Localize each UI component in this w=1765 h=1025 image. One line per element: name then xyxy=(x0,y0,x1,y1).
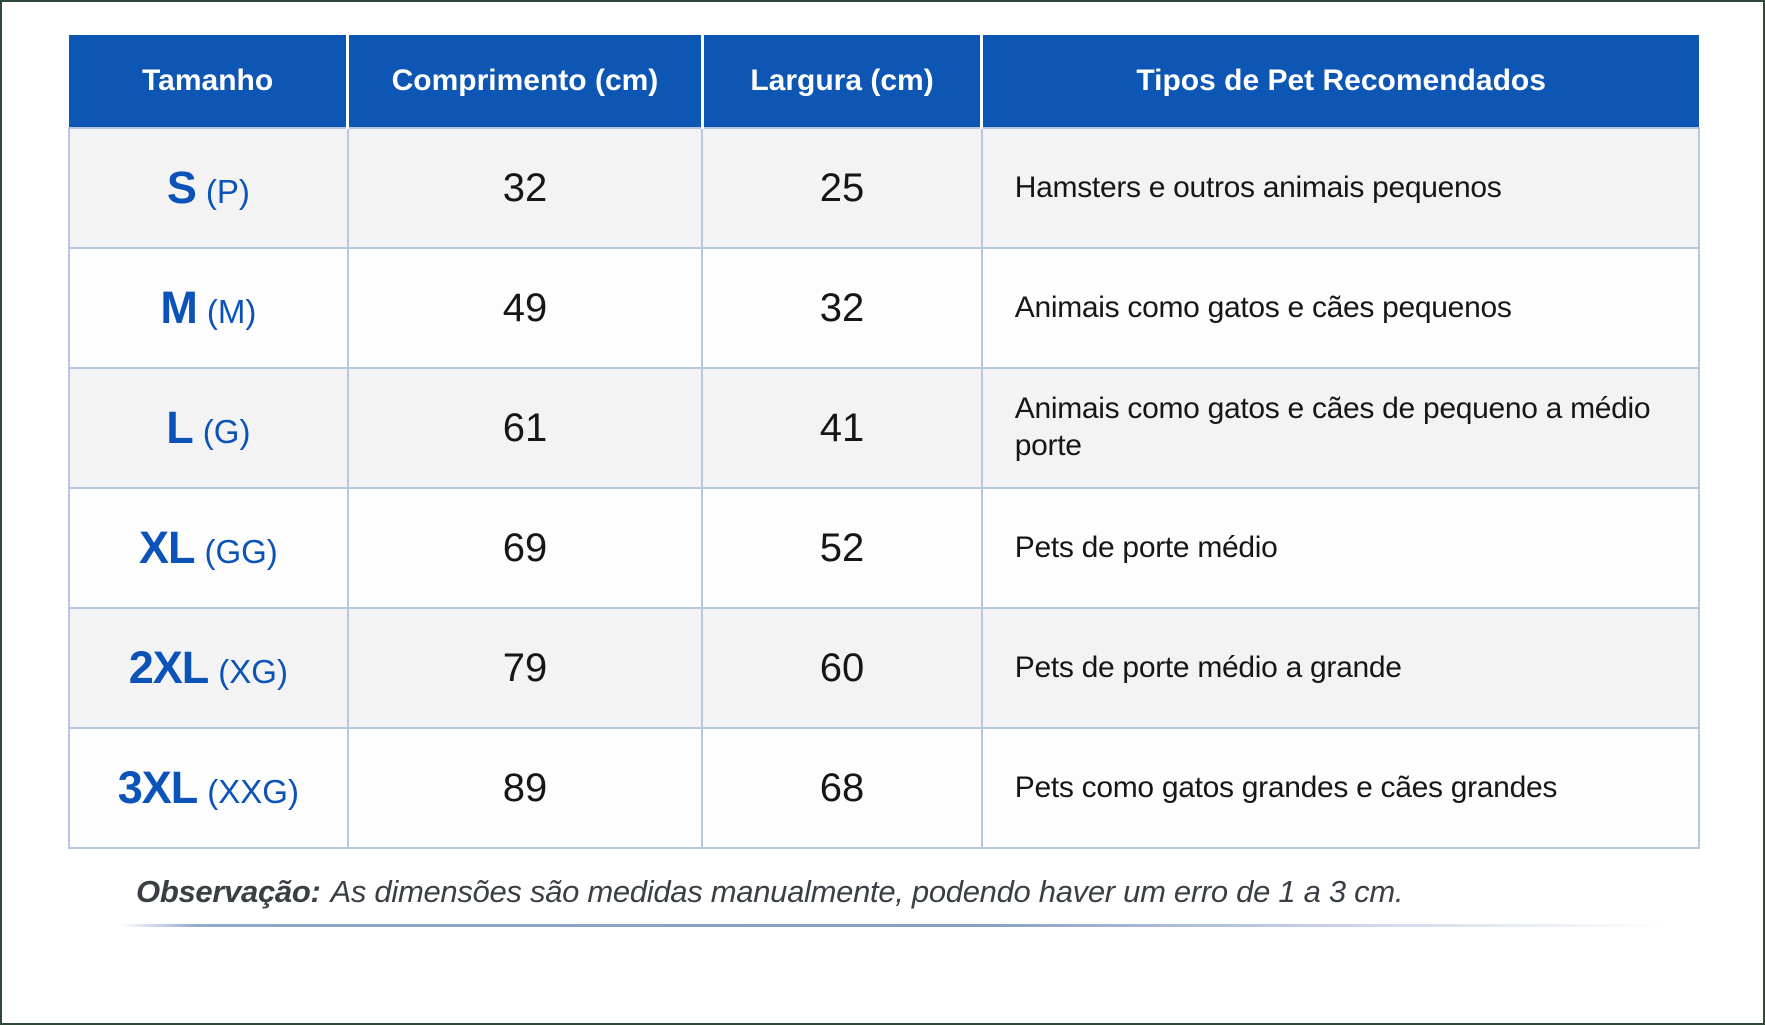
column-header-largura: Largura (cm) xyxy=(700,35,982,128)
size-label: M xyxy=(160,282,197,333)
note-text: As dimensões são medidas manualmente, po… xyxy=(330,874,1404,909)
size-local-label: (M) xyxy=(206,293,257,330)
column-header-comprimento: Comprimento (cm) xyxy=(346,35,703,128)
table-row: 2XL (XG) 79 60 Pets de porte médio a gran… xyxy=(68,607,1701,729)
table-row: XL (GG) 69 52 Pets de porte médio xyxy=(68,487,1701,609)
size-cell: S (P) xyxy=(68,127,349,249)
size-local-label: (G) xyxy=(202,413,251,450)
size-label: S xyxy=(166,162,197,213)
pets-cell: Animais como gatos e cães de pequeno a m… xyxy=(980,367,1701,489)
size-local-label: (XXG) xyxy=(207,773,299,810)
pets-cell: Animais como gatos e cães pequenos xyxy=(980,247,1701,369)
length-cell: 49 xyxy=(346,247,704,369)
pets-cell: Hamsters e outros animais pequenos xyxy=(980,127,1701,249)
width-cell: 32 xyxy=(701,247,983,369)
size-label: XL xyxy=(138,522,196,573)
size-label: L xyxy=(166,402,193,453)
width-cell: 60 xyxy=(701,607,983,729)
length-cell: 69 xyxy=(346,487,704,609)
pets-cell: Pets de porte médio xyxy=(980,487,1701,609)
size-cell: L (G) xyxy=(68,367,349,489)
table-row: M (M) 49 32 Animais como gatos e cães peq… xyxy=(68,247,1701,369)
length-cell: 79 xyxy=(346,607,704,729)
size-cell: M (M) xyxy=(68,247,349,369)
table-row: L (G) 61 41 Animais como gatos e cães de … xyxy=(68,367,1701,489)
size-local-label: (GG) xyxy=(204,533,278,570)
table-row: 3XL (XXG) 89 68 Pets como gatos grandes e… xyxy=(68,727,1701,849)
width-cell: 41 xyxy=(701,367,983,489)
length-cell: 89 xyxy=(346,727,704,849)
size-cell: 3XL (XXG) xyxy=(68,727,349,849)
table-row: S (P) 32 25 Hamsters e outros animais peq… xyxy=(68,127,1701,249)
size-cell: XL (GG) xyxy=(68,487,349,609)
note-label: Observação: xyxy=(136,874,321,909)
pets-cell: Pets como gatos grandes e cães grandes xyxy=(980,727,1701,849)
size-label: 3XL xyxy=(117,762,199,813)
width-cell: 25 xyxy=(701,127,983,249)
pets-cell: Pets de porte médio a grande xyxy=(980,607,1701,729)
length-cell: 32 xyxy=(346,127,704,249)
size-label: 2XL xyxy=(128,642,210,693)
size-local-label: (XG) xyxy=(218,653,288,690)
length-cell: 61 xyxy=(346,367,704,489)
width-cell: 68 xyxy=(701,727,983,849)
column-header-tipos-de-pet: Tipos de Pet Recomendados xyxy=(980,35,1699,128)
bottom-divider-line xyxy=(120,924,1668,927)
size-local-label: (P) xyxy=(205,173,250,210)
size-chart-table: Tamanho Comprimento (cm) Largura (cm) Ti… xyxy=(68,35,1701,849)
width-cell: 52 xyxy=(701,487,983,609)
measurement-note: Observação: As dimensões são medidas manu… xyxy=(136,874,1636,910)
size-cell: 2XL (XG) xyxy=(68,607,349,729)
table-header-row: Tamanho Comprimento (cm) Largura (cm) Ti… xyxy=(69,35,1699,128)
column-header-tamanho: Tamanho xyxy=(69,35,348,128)
